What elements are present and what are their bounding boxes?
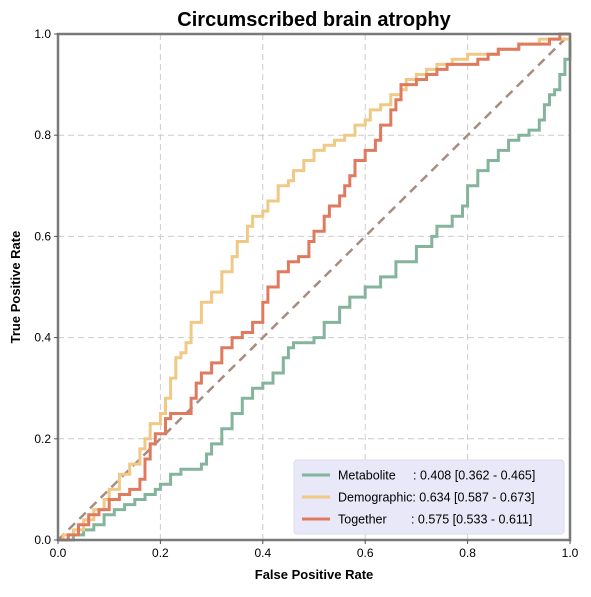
tick-layer: 0.0 0.2 0.4 0.6 0.8 1.0 0.0 0.2 0.4 0.6 0.8 1.0 [34,27,578,560]
x-tick-label: 1.0 [562,546,579,560]
y-tick-label: 0.6 [34,229,51,243]
legend-box [293,459,565,535]
roc-curve-demographic [58,34,572,542]
x-axis-label: False Positive Rate [255,567,374,582]
legend-label-together: Together : 0.575 [0.533 - 0.611] [338,513,532,527]
y-tick-label: 0.4 [34,331,51,345]
x-tick-label: 0.8 [459,546,476,560]
series-layer [58,32,572,542]
plot-frame [56,32,572,542]
x-tick-label: 0.6 [357,546,374,560]
x-tick-label: 0.2 [152,546,169,560]
legend-label-demographic: Demographic: 0.634 [0.587 - 0.673] [338,491,535,505]
y-tick-label: 0.2 [34,432,51,446]
y-tick-label: 0.0 [34,533,51,547]
roc-curve-metabolite [58,34,572,542]
x-tick-label: 0.4 [254,546,271,560]
chart-title: Circumscribed brain atrophy [177,9,451,31]
roc-curve-together [58,32,570,542]
legend: Metabolite : 0.408 [0.362 - 0.465] Demogr… [293,459,565,535]
y-axis-label: True Positive Rate [8,231,23,344]
legend-label-metabolite: Metabolite : 0.408 [0.362 - 0.465] [338,469,535,483]
y-tick-label: 0.8 [34,128,51,142]
y-tick-label: 1.0 [34,27,51,41]
x-tick-label: 0.0 [50,546,67,560]
